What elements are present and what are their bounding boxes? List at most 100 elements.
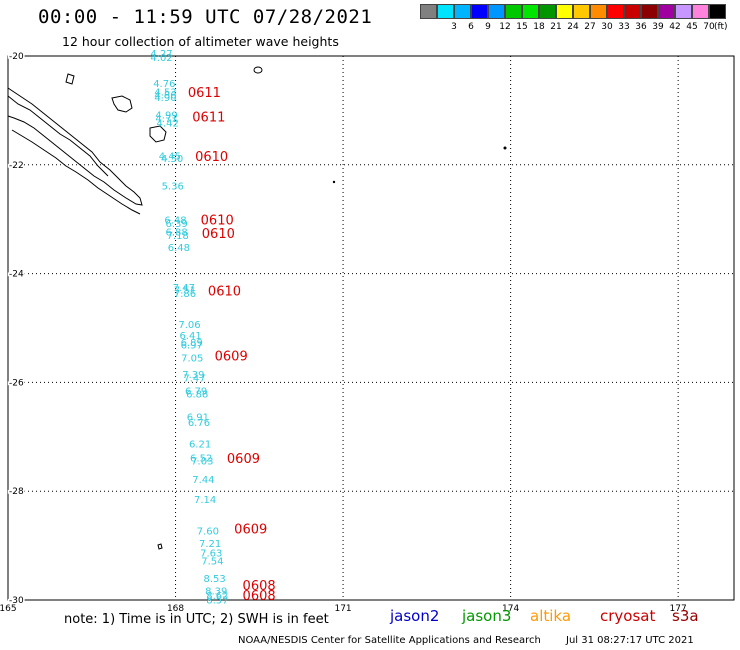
legend-swatch	[420, 4, 437, 19]
wave-height-label: 8.57	[206, 595, 228, 606]
wave-height-label: 6.88	[186, 390, 208, 401]
satellite-jason2: jason2	[390, 607, 440, 625]
credit-line: NOAA/NESDIS Center for Satellite Applica…	[238, 635, 541, 646]
latitude-tick-label: -24	[9, 270, 24, 280]
new-caledonia-reef	[7, 95, 141, 215]
legend-label: 21	[550, 22, 562, 32]
legend-label: 12	[499, 22, 511, 32]
pass-time-label: 0609	[234, 523, 267, 538]
legend-label: 15	[516, 22, 528, 32]
legend-swatch	[658, 4, 675, 19]
wave-height-label: 4.99	[155, 111, 177, 122]
pass-time-label: 0609	[215, 350, 248, 365]
wave-height-label: 7.18	[167, 231, 189, 242]
wave-height-label: 6.39	[165, 219, 187, 230]
wave-height-label: 4.71	[155, 114, 177, 125]
pass-time-label: 0608	[243, 589, 276, 604]
wave-height-label: 7.39	[182, 370, 204, 381]
longitude-tick-label: 177	[670, 604, 687, 614]
latitude-tick-label: -22	[9, 161, 24, 171]
wave-height-label: 7.86	[174, 289, 196, 300]
loyalty-island-mare	[149, 125, 167, 143]
wave-height-label: 7.54	[201, 557, 223, 568]
generated-timestamp: Jul 31 08:27:17 UTC 2021	[566, 635, 694, 646]
wave-height-label: 4.90	[154, 93, 176, 104]
legend-swatch	[505, 4, 522, 19]
longitude-tick-label: 168	[167, 604, 184, 614]
legend-swatch	[607, 4, 624, 19]
page-subtitle: 12 hour collection of altimeter wave hei…	[62, 34, 339, 49]
wave-height-label: 6.48	[168, 243, 190, 254]
satellite-altika: altika	[530, 607, 572, 625]
wave-height-label: 7.14	[194, 495, 216, 506]
wave-height-label: 4.42	[157, 119, 179, 130]
norfolk-island	[157, 543, 163, 550]
wave-height-label: 6.88	[165, 228, 187, 239]
pass-time-label: 0610	[195, 150, 228, 165]
legend-swatch	[437, 4, 454, 19]
wave-height-label: 7.21	[199, 539, 221, 550]
legend-label: 33	[618, 22, 630, 32]
map-grid	[8, 56, 734, 600]
pass-time-label: 0611	[192, 110, 225, 125]
page-title: 00:00 - 11:59 UTC 07/28/2021	[38, 6, 373, 28]
legend-label: 9	[485, 22, 491, 32]
legend-label: 45	[686, 22, 698, 32]
legend-swatch	[522, 4, 539, 19]
new-caledonia-coastline	[7, 87, 143, 206]
satellite-jason3: jason3	[462, 607, 512, 625]
legend-label: 18	[533, 22, 545, 32]
legend-label: 24	[567, 22, 579, 32]
wave-height-label: 7.44	[192, 475, 214, 486]
legend-swatch	[675, 4, 692, 19]
wave-height-label: 7.47	[173, 283, 195, 294]
wave-height-label: 6.76	[188, 418, 210, 429]
wave-height-label: 8.53	[203, 574, 225, 585]
legend-swatch	[488, 4, 505, 19]
pass-time-label: 0611	[188, 86, 221, 101]
islet-center	[332, 180, 336, 184]
wave-height-label: 6.21	[189, 440, 211, 451]
islet-north	[253, 66, 263, 74]
wave-height-label: 7.05	[181, 354, 203, 365]
wave-height-label: 5.36	[162, 181, 184, 192]
latitude-tick-label: -20	[9, 52, 24, 62]
map-frame	[7, 55, 735, 601]
pass-time-label: 0608	[243, 579, 276, 594]
legend-swatch	[573, 4, 590, 19]
wave-height-label: 8.62	[206, 591, 228, 602]
longitude-tick-label: 165	[0, 604, 17, 614]
pass-time-label: 0610	[201, 214, 234, 229]
wave-height-label: 7.47	[183, 373, 205, 384]
satellite-s3a: s3a	[672, 607, 699, 625]
color-scale-legend: 3 6 9 12 15 18 21 24 27 30 33 36 39 42 45 70 (ft)	[420, 4, 740, 36]
loyalty-island-lifou	[111, 95, 133, 113]
legend-label: 70	[703, 22, 715, 32]
legend-swatch	[556, 4, 573, 19]
latitude-tick-label: -26	[9, 378, 24, 388]
wave-height-label: 6.41	[179, 331, 201, 342]
wave-height-label: 7.06	[178, 320, 200, 331]
satellite-cryosat: cryosat	[600, 607, 656, 625]
legend-label: 36	[635, 22, 647, 32]
legend-swatch	[692, 4, 709, 19]
wave-height-label: 7.03	[191, 457, 213, 468]
wave-height-label: 4.76	[153, 79, 175, 90]
pass-time-label: 0610	[202, 227, 235, 242]
legend-swatch	[709, 4, 726, 19]
longitude-tick-label: 174	[502, 604, 519, 614]
legend-label: 27	[584, 22, 596, 32]
legend-label: 6	[468, 22, 474, 32]
legend-unit: (ft)	[714, 22, 728, 32]
legend-label: 39	[652, 22, 664, 32]
wave-height-label: 6.91	[187, 412, 209, 423]
legend-swatch	[539, 4, 556, 19]
wave-height-label: 6.89	[181, 338, 203, 349]
footer-note: note: 1) Time is in UTC; 2) SWH is in fe…	[64, 612, 329, 627]
wave-height-label: 7.63	[200, 548, 222, 559]
loyalty-island-ouvea	[65, 73, 75, 85]
legend-label: 30	[601, 22, 613, 32]
wave-height-label: 4.86	[154, 90, 176, 101]
islet-east	[503, 146, 507, 150]
